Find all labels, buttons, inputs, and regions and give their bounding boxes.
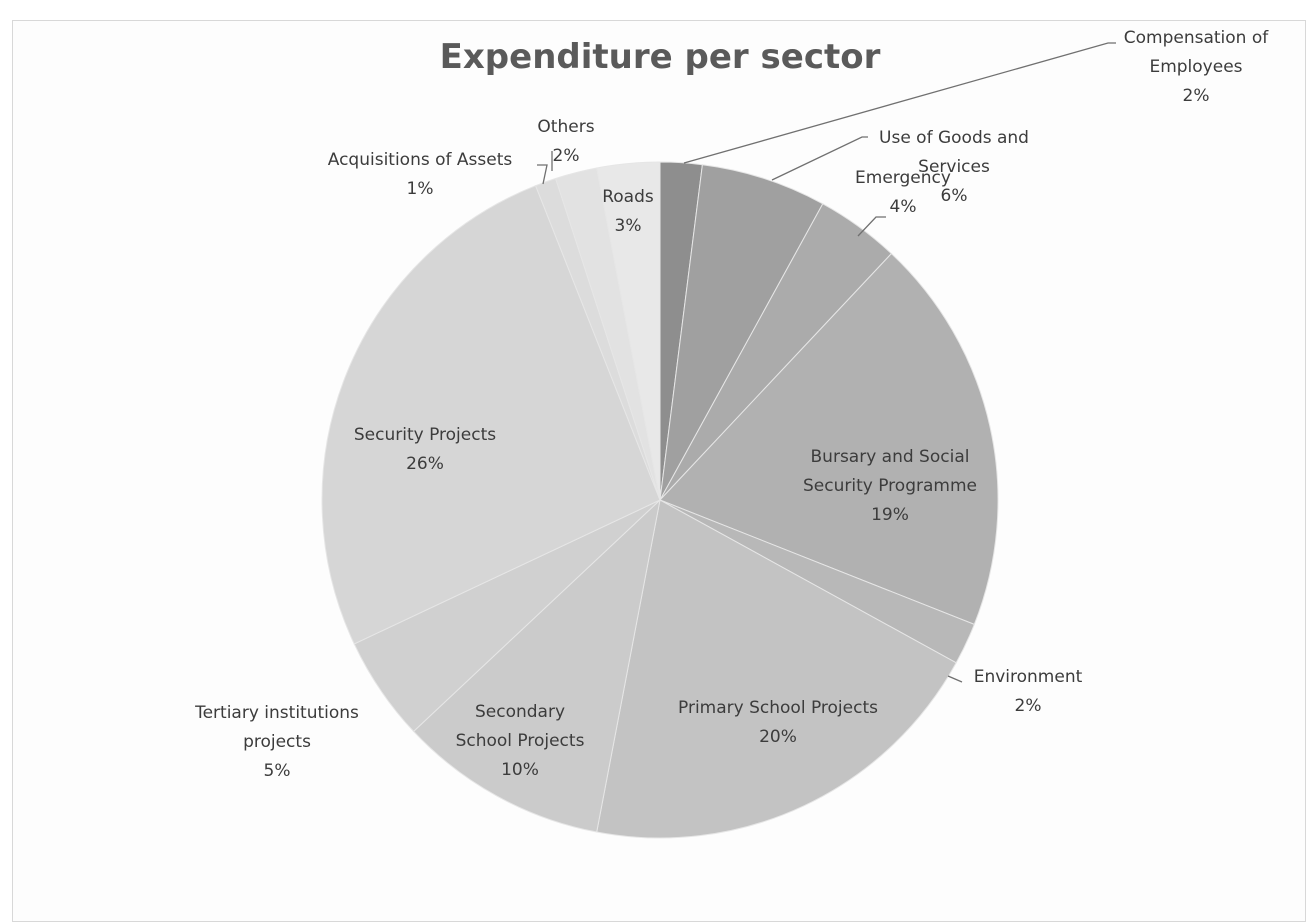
pie-slice-9 <box>321 185 661 645</box>
chart-title: Expenditure per sector <box>440 37 881 77</box>
data-label-5: Environment 2% <box>974 667 1083 716</box>
data-label-6: Primary School Projects 20% <box>678 698 878 747</box>
leader-line-1 <box>683 42 1116 164</box>
data-label-8: Tertiary institutions projects 5% <box>194 703 359 781</box>
data-label-1: Compensation of Employees 2% <box>1124 28 1269 106</box>
data-label-7: Secondary School Projects 10% <box>456 702 585 780</box>
data-label-12: Roads 3% <box>602 187 654 236</box>
data-label-3: Emergency 4% <box>855 168 951 217</box>
pie-slice-7 <box>412 498 661 833</box>
data-label-2: Use of Goods and Services 6% <box>879 128 1029 206</box>
leader-line-5 <box>537 164 548 185</box>
leader-line-4 <box>947 675 963 683</box>
data-label-11: Others 2% <box>537 117 594 166</box>
leader-line-3 <box>857 216 886 237</box>
data-label-4: Bursary and Social Security Programme 19% <box>803 447 977 525</box>
pie-slice-12 <box>596 161 661 501</box>
leader-line-2 <box>771 136 868 181</box>
data-label-10: Acquisitions of Assets 1% <box>328 150 513 199</box>
pie-slice-2 <box>659 164 824 501</box>
data-label-9: Security Projects 26% <box>354 425 496 474</box>
pie-slice-4 <box>659 252 999 626</box>
pie-slice-6 <box>596 499 957 839</box>
